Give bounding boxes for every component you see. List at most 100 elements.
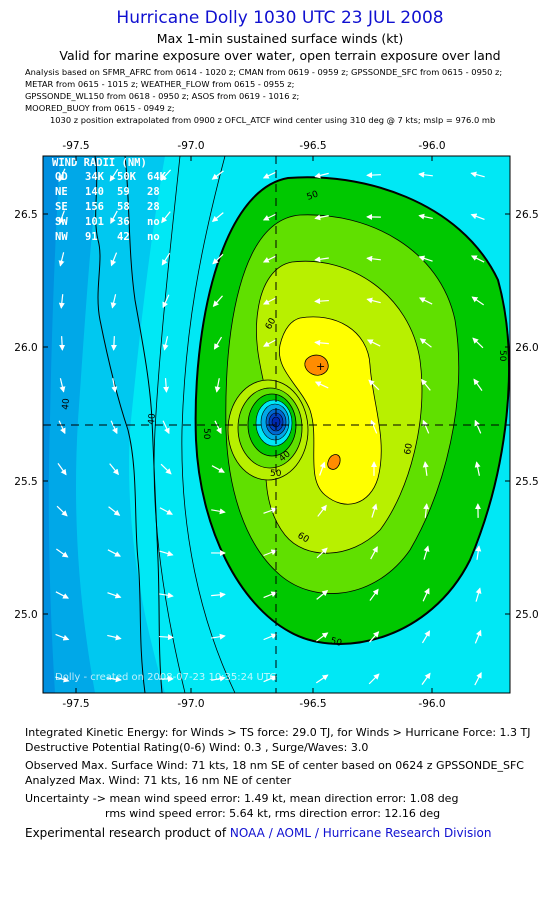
analysis-line-4: MOORED_BUOY from 0615 - 0949 z; bbox=[25, 103, 175, 113]
wind-radii-cell: SE bbox=[55, 201, 68, 213]
tick: -96.5 -96.5 bbox=[299, 140, 326, 710]
wind-radii-cell: 50K bbox=[117, 171, 137, 183]
wind-vector-arrow bbox=[319, 461, 326, 476]
eye-region bbox=[227, 379, 309, 481]
wind-vector-arrow bbox=[211, 675, 226, 682]
lat-tick-left: 26.5 bbox=[14, 209, 37, 221]
wind-vector-arrow bbox=[368, 673, 380, 685]
hrd-link[interactable]: NOAA / AOML / Hurricane Research Divisio… bbox=[229, 826, 492, 840]
wind-vector-arrow bbox=[421, 378, 431, 391]
wind-vector-arrow bbox=[262, 213, 277, 221]
wind-radii-cell: 59 bbox=[117, 186, 130, 198]
wind-vector-arrow bbox=[160, 169, 172, 181]
wind-vector-arrow bbox=[161, 211, 171, 224]
wind-radii-cell: 140 bbox=[85, 186, 104, 198]
wind-radii-cell: 28 bbox=[147, 186, 160, 198]
wind-vector-arrow bbox=[474, 419, 482, 434]
map-title: Hurricane Dolly 1030 UTC 23 JUL 2008 bbox=[116, 8, 444, 28]
wind-vector-arrow bbox=[58, 294, 65, 309]
wind-vector-arrow bbox=[58, 210, 65, 225]
wind-vector-arrow bbox=[162, 294, 170, 309]
wind-vector-arrow bbox=[369, 631, 380, 643]
wind-vector-arrow bbox=[471, 296, 485, 306]
wind-radii-cell: QD bbox=[55, 171, 68, 183]
wind-vector-arrow bbox=[110, 420, 118, 435]
isotach-40kt bbox=[153, 156, 186, 693]
analysis-line-1: Analysis based on SFMR_AFRC from 0614 - … bbox=[25, 67, 503, 77]
wind-vector-arrow bbox=[263, 591, 278, 599]
wind-vector-arrow bbox=[262, 297, 277, 305]
coastline bbox=[94, 156, 146, 693]
lat-tick-right: 25.0 bbox=[515, 609, 538, 621]
ike-stat: Integrated Kinetic Energy: for Winds > T… bbox=[25, 726, 531, 739]
wind-vector-arrow bbox=[55, 676, 70, 683]
wind-vector-arrow bbox=[162, 420, 170, 435]
wind-vector-arrow bbox=[418, 297, 433, 305]
wind-vector-arrow bbox=[314, 214, 329, 221]
lat-tick-right: 26.0 bbox=[515, 342, 538, 354]
wind-vector-arrow bbox=[470, 213, 485, 220]
validity-note: Valid for marine exposure over water, op… bbox=[59, 48, 501, 63]
lon-tick-bottom: -96.0 bbox=[418, 698, 445, 710]
wind-vector-arrow bbox=[470, 255, 485, 263]
wind-radii-cell: 28 bbox=[147, 201, 160, 213]
contour-label: 50 bbox=[201, 428, 211, 440]
wind-vector-arrow bbox=[473, 378, 483, 391]
wind-radii-cell: 42 bbox=[117, 231, 130, 243]
wind-vector-arrow bbox=[211, 465, 225, 473]
wind-vector-arrow bbox=[422, 461, 429, 476]
wind-vector-arrow bbox=[110, 210, 118, 224]
lat-tick-left: 25.5 bbox=[14, 476, 37, 488]
wind-vector-arrow bbox=[107, 592, 122, 599]
analysis-line-2: METAR from 0615 - 1015 z; WEATHER_FLOW f… bbox=[25, 79, 295, 89]
contour-label: 60 bbox=[403, 442, 415, 455]
wind-vector-arrow bbox=[263, 507, 278, 514]
wind-vector-arrow bbox=[370, 546, 378, 560]
wind-vector-arrow bbox=[422, 587, 430, 602]
ts-band-darker bbox=[43, 156, 60, 693]
analysis-line-3: GPSSONDE_WL150 from 0618 - 0950 z; ASOS … bbox=[25, 91, 300, 101]
wind-vector-arrow bbox=[109, 463, 119, 476]
wind-radii-cell: SW bbox=[55, 216, 68, 228]
wind-vector-arrow bbox=[418, 213, 433, 220]
wind-vector-arrow bbox=[475, 587, 482, 602]
contour-label: 50 bbox=[270, 469, 282, 479]
lon-tick-bottom: -96.5 bbox=[299, 698, 326, 710]
contour-label: 40 bbox=[147, 413, 158, 426]
wind-vector-arrow bbox=[316, 632, 329, 642]
wind-vector-arrow bbox=[111, 378, 118, 393]
contour-label: 50 bbox=[306, 189, 320, 202]
footer-prefix: Experimental research product of bbox=[25, 826, 230, 840]
wind-vector-arrow bbox=[214, 420, 222, 435]
lon-tick-bottom: -97.5 bbox=[62, 698, 89, 710]
wind-vector-arrow bbox=[262, 171, 277, 179]
wind-vector-arrow bbox=[160, 463, 172, 475]
wind-vector-arrow bbox=[159, 550, 174, 557]
wind-vectors bbox=[55, 168, 485, 686]
wind-radii-cell: NW bbox=[55, 231, 68, 243]
max-wind-marker: + bbox=[316, 360, 325, 373]
footer-credit: Experimental research product of NOAA / … bbox=[25, 826, 491, 840]
wind-vector-arrow bbox=[366, 297, 381, 304]
wind-vector-arrow bbox=[315, 674, 329, 684]
dpr-stat: Destructive Potential Rating(0-6) Wind: … bbox=[25, 741, 369, 754]
wind-vector-arrow bbox=[211, 591, 226, 598]
wind-vector-arrow bbox=[212, 253, 224, 265]
wind-vector-arrow bbox=[59, 336, 66, 351]
wind-vector-arrow bbox=[371, 503, 378, 518]
wind-vector-arrow bbox=[421, 672, 431, 685]
wind-vector-arrow bbox=[213, 336, 223, 350]
wind-vector-arrow bbox=[263, 675, 278, 683]
wind-vector-arrow bbox=[314, 256, 329, 263]
wind-vector-arrow bbox=[55, 633, 70, 641]
contour-field: + 50 60 40 50 60 50 40 50 60 40 50 WIND … bbox=[43, 156, 510, 693]
barrier-island bbox=[124, 156, 163, 693]
wind-vector-arrow bbox=[474, 461, 481, 476]
wind-vector-arrow bbox=[161, 252, 171, 266]
wind-vector-arrow bbox=[316, 590, 329, 600]
wind-vector-arrow bbox=[423, 545, 430, 560]
wind-vector-arrow bbox=[262, 255, 277, 263]
uncertainty-rms: rms wind speed error: 5.64 kt, rms direc… bbox=[105, 807, 441, 820]
isotach-45kt bbox=[181, 156, 236, 693]
lat-tick-right: 25.5 bbox=[515, 476, 538, 488]
